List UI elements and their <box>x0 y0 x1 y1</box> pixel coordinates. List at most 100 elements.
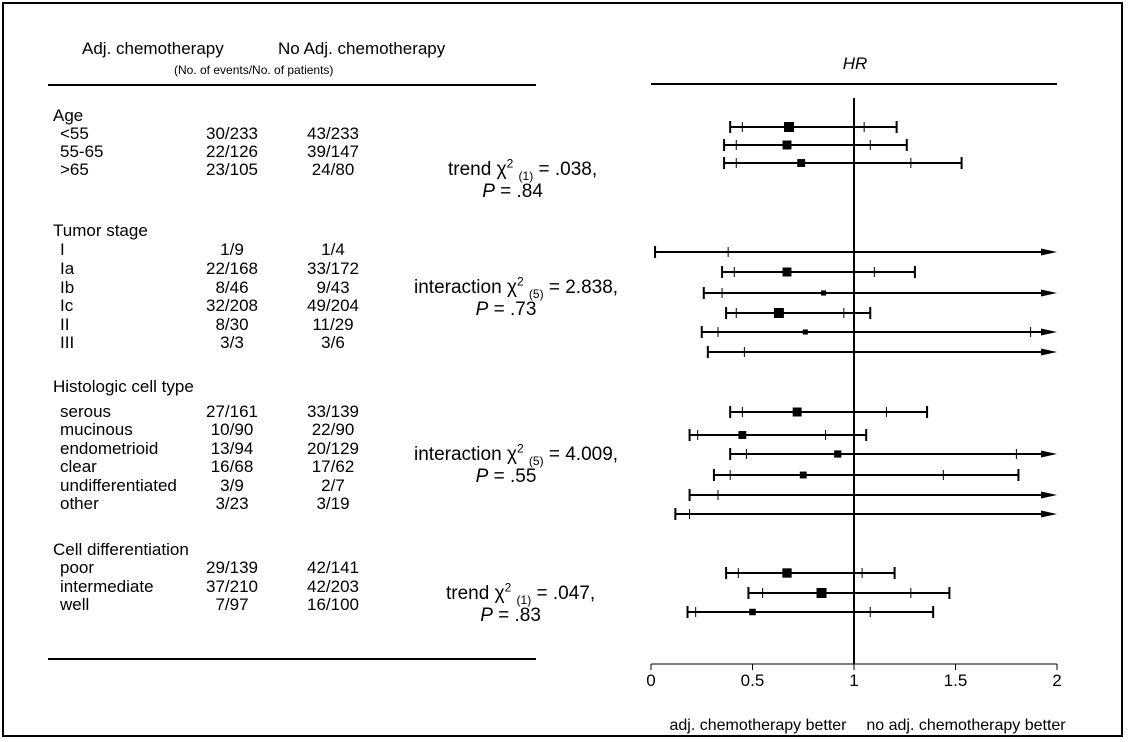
group-title: Age <box>53 106 84 125</box>
row-noadj: 22/90 <box>311 420 355 439</box>
ci-arrow <box>1041 328 1057 336</box>
row-label: II <box>60 315 70 334</box>
hr-estimate <box>834 450 842 458</box>
row-noadj: 3/19 <box>316 494 350 513</box>
stat-p: = .84 <box>500 181 543 202</box>
row-label: Ib <box>60 278 75 297</box>
hr-estimate <box>749 608 756 616</box>
row-adj: 23/105 <box>206 160 258 179</box>
chi-square-exponent: 2 <box>516 274 524 289</box>
stat-value: = .038, <box>538 159 598 180</box>
stat-p: = .83 <box>498 605 541 626</box>
group-title: Histologic cell type <box>53 377 194 396</box>
row-adj: 32/208 <box>206 296 258 315</box>
row-adj: 30/233 <box>206 124 258 143</box>
hr-estimate <box>821 290 827 296</box>
x-tick-label: 1.5 <box>944 671 968 690</box>
p-symbol: P <box>480 605 493 626</box>
group-title: Cell differentiation <box>53 540 189 559</box>
stat-df: (1) <box>516 592 532 607</box>
row-adj: 13/94 <box>210 439 254 458</box>
row-label: Ic <box>60 296 74 315</box>
row-noadj: 39/147 <box>307 142 359 161</box>
row-label: I <box>60 240 65 259</box>
row-label: 55-65 <box>60 142 104 161</box>
row-noadj: 43/233 <box>307 124 359 143</box>
row-label: III <box>60 333 75 352</box>
row-noadj: 17/62 <box>311 457 355 476</box>
row-noadj: 42/203 <box>307 577 359 596</box>
stat-value: = .047, <box>536 583 596 604</box>
stat-df: (5) <box>528 453 544 468</box>
row-adj: 3/3 <box>220 333 244 352</box>
row-noadj: 9/43 <box>316 278 350 297</box>
row-label: intermediate <box>60 577 154 596</box>
row-adj: 29/139 <box>206 558 258 577</box>
stat-value: = 2.838, <box>548 277 619 298</box>
header-events-note: (No. of events/No. of patients) <box>174 63 334 77</box>
hr-estimate <box>782 140 792 150</box>
row-adj: 27/161 <box>206 402 258 421</box>
row-label: serous <box>60 402 112 421</box>
stat-test-name: interaction <box>414 277 502 298</box>
xlabel-left: adj. chemotherapy better <box>670 717 848 734</box>
p-symbol: P <box>482 181 495 202</box>
row-label: undifferentiated <box>60 476 177 495</box>
row-noadj: 3/6 <box>321 333 345 352</box>
hr-estimate <box>802 329 808 335</box>
chi-square-exponent: 2 <box>516 441 524 456</box>
hr-estimate <box>792 407 802 417</box>
row-adj: 10/90 <box>210 420 254 439</box>
row-adj: 22/168 <box>206 259 258 278</box>
chi-square-exponent: 2 <box>504 580 512 595</box>
stat-histologic-cell-type: interaction χ2 (5) = 4.009, P = .55 <box>414 441 619 488</box>
chi-symbol: χ <box>506 444 517 465</box>
row-label: >65 <box>60 160 89 179</box>
stat-age: trend χ2 (1) = .038, P = .84 <box>448 156 598 203</box>
hr-estimate <box>799 471 807 479</box>
forest-marks: 0 0.5 1 1.5 2 <box>646 98 1062 690</box>
ci-arrow <box>1041 450 1057 458</box>
row-noadj: 49/204 <box>307 296 359 315</box>
row-noadj: 2/7 <box>321 476 345 495</box>
x-tick-label: 0.5 <box>741 671 765 690</box>
hr-label: HR <box>843 54 868 73</box>
hr-estimate <box>738 431 747 439</box>
table-top-rule <box>48 84 536 86</box>
ci-arrow <box>1041 289 1057 297</box>
stat-df: (5) <box>528 286 544 301</box>
row-label: <55 <box>60 124 89 143</box>
row-adj: 3/23 <box>215 494 249 513</box>
ci-arrow <box>1041 510 1057 518</box>
chi-square-exponent: 2 <box>506 156 514 171</box>
row-noadj: 24/80 <box>311 160 355 179</box>
xlabel-right: no adj. chemotherapy better <box>866 717 1066 734</box>
hr-estimate <box>782 568 792 578</box>
row-adj: 16/68 <box>210 457 254 476</box>
row-adj: 1/9 <box>220 240 244 259</box>
ci-arrow <box>1041 348 1057 356</box>
p-symbol: P <box>475 466 489 487</box>
row-noadj: 16/100 <box>307 595 359 614</box>
chi-symbol: χ <box>506 277 517 298</box>
row-label: mucinous <box>60 420 133 439</box>
stat-value: = 4.009, <box>548 444 619 465</box>
header-no-adj-chemo: No Adj. chemotherapy <box>278 39 446 58</box>
row-adj: 8/30 <box>215 315 249 334</box>
hr-estimate <box>784 122 795 132</box>
x-tick-label: 0 <box>646 671 655 690</box>
row-noadj: 11/29 <box>312 315 354 334</box>
row-label: poor <box>60 558 95 577</box>
row-label: other <box>60 494 99 513</box>
chi-symbol: χ <box>494 583 505 604</box>
p-symbol: P <box>475 299 489 320</box>
row-label: Ia <box>60 259 75 278</box>
row-adj: 37/210 <box>206 577 258 596</box>
chi-symbol: χ <box>496 159 507 180</box>
row-noadj: 33/139 <box>307 402 359 421</box>
row-noadj: 20/129 <box>307 439 359 458</box>
stat-tumor-stage: interaction χ2 (5) = 2.838, P = .73 <box>414 274 619 321</box>
row-adj: 3/9 <box>220 476 244 495</box>
row-noadj: 42/141 <box>307 558 359 577</box>
